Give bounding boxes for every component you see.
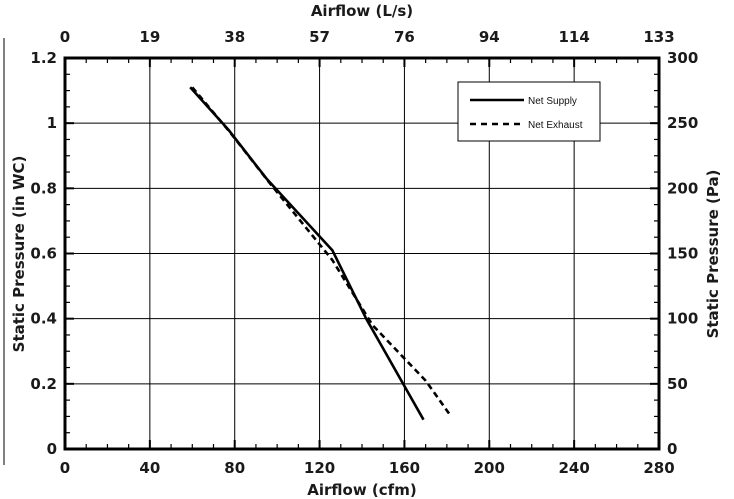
legend-label-net-exhaust: Net Exhaust — [528, 120, 583, 131]
legend-box — [457, 81, 601, 142]
y-left-axis-title: Static Pressure (in WC) — [10, 156, 28, 353]
series-lines — [189, 86, 453, 421]
x-top-tick-label: 38 — [224, 28, 245, 46]
y-left-tick-label: 1 — [47, 114, 57, 132]
x-bottom-tick-label: 240 — [558, 459, 589, 477]
x-top-tick-label: 0 — [60, 28, 70, 46]
y-left-tick-label: 0 — [47, 440, 57, 458]
y-right-tick-label: 0 — [667, 440, 677, 458]
x-bottom-tick-label: 280 — [643, 459, 674, 477]
series-line-net-supply — [189, 86, 425, 421]
y-right-tick-label: 200 — [667, 179, 698, 197]
y-left-tick-label: 0.2 — [30, 375, 57, 393]
y-right-tick-label: 300 — [667, 49, 698, 67]
x-bottom-tick-label: 120 — [304, 459, 335, 477]
x-top-tick-label: 94 — [479, 28, 500, 46]
y-right-tick-label: 50 — [667, 375, 688, 393]
y-left-tick-label: 1.2 — [30, 49, 57, 67]
x-bottom-tick-label: 80 — [224, 459, 245, 477]
x-bottom-axis-title: Airflow (cfm) — [307, 481, 416, 499]
x-top-tick-label: 57 — [309, 28, 330, 46]
axis-ticks — [64, 57, 660, 450]
legend-label-net-supply: Net Supply — [528, 96, 577, 107]
legend: Net Supply Net Exhaust — [457, 81, 601, 142]
y-left-tick-label: 0.8 — [30, 179, 57, 197]
y-right-axis-title: Static Pressure (Pa) — [704, 170, 722, 339]
x-bottom-tick-label: 160 — [389, 459, 420, 477]
y-right-tick-label: 250 — [667, 114, 698, 132]
x-top-tick-label: 114 — [558, 28, 589, 46]
x-top-axis-title: Airflow (L/s) — [311, 2, 413, 20]
y-left-tick-label: 0.4 — [30, 310, 57, 328]
x-bottom-tick-label: 40 — [139, 459, 160, 477]
y-left-tick-label: 0.6 — [30, 245, 57, 263]
y-right-tick-label: 100 — [667, 310, 698, 328]
x-top-tick-label: 133 — [643, 28, 674, 46]
x-bottom-tick-label: 200 — [474, 459, 505, 477]
x-top-tick-label: 76 — [394, 28, 415, 46]
series-line-net-exhaust — [191, 86, 453, 418]
y-right-tick-label: 150 — [667, 245, 698, 263]
x-bottom-tick-label: 0 — [60, 459, 70, 477]
x-top-tick-label: 19 — [139, 28, 160, 46]
